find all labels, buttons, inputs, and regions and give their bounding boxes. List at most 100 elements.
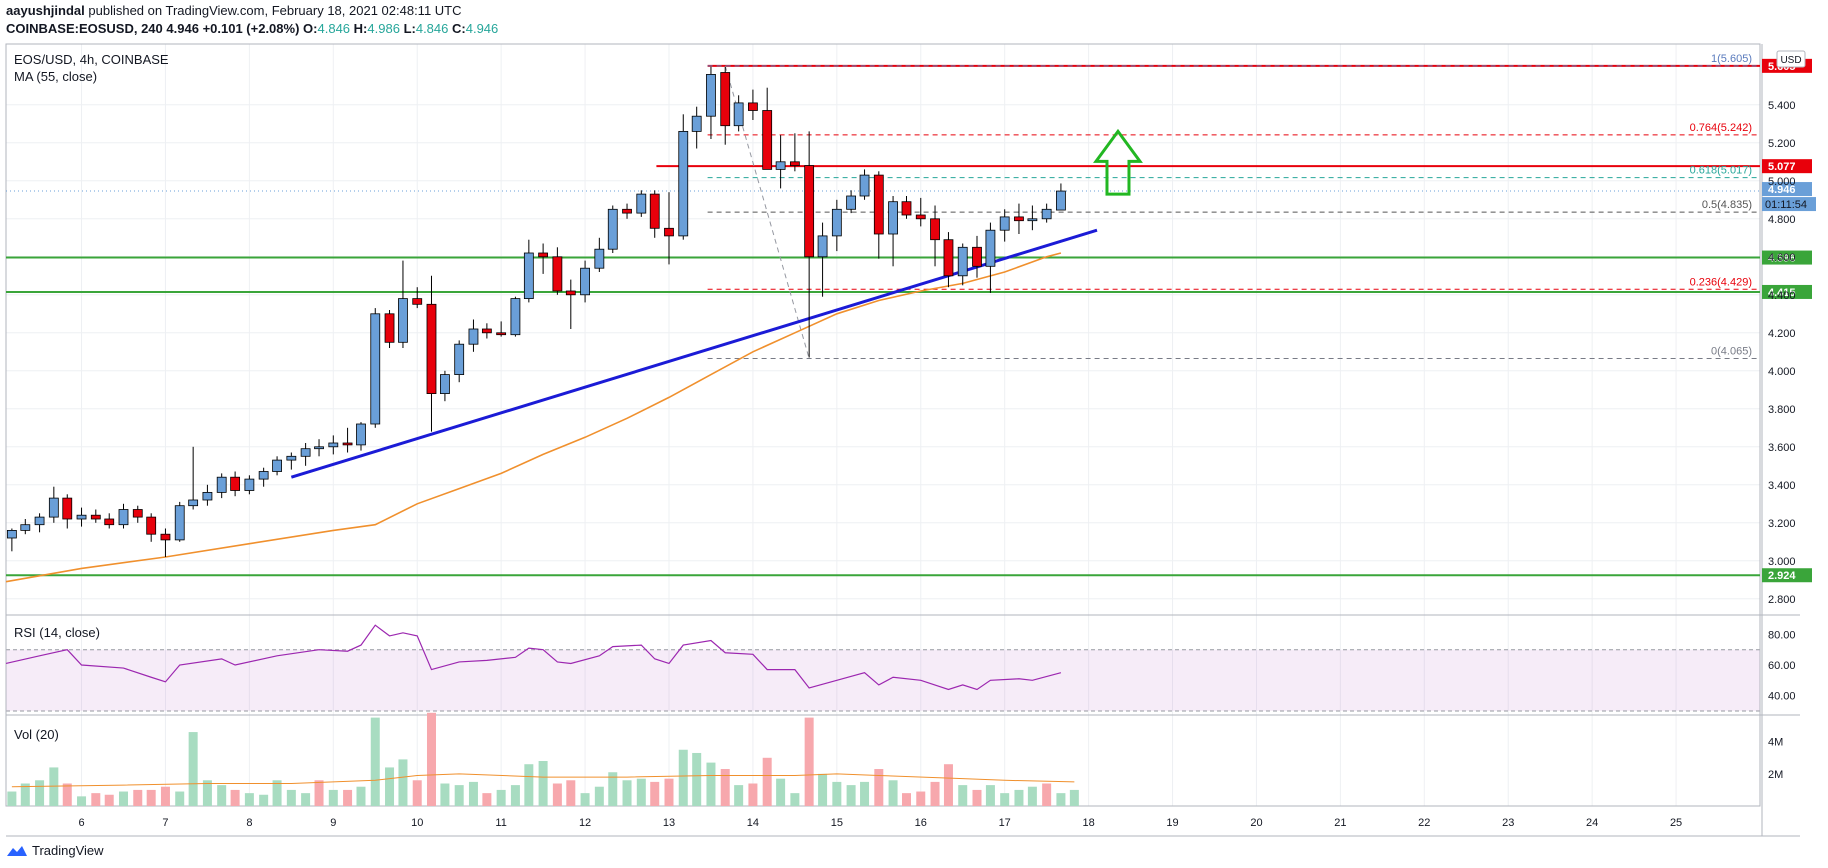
volume-bar-34[interactable]: [482, 793, 492, 806]
volume-bar-72[interactable]: [1014, 789, 1024, 806]
volume-bar-25[interactable]: [356, 786, 366, 806]
volume-bar-37[interactable]: [524, 764, 534, 806]
rsi-pane[interactable]: [5, 624, 1062, 691]
candle-62[interactable]: [873, 171, 884, 259]
volume-bar-23[interactable]: [328, 789, 338, 806]
volume-bar-17[interactable]: [244, 793, 254, 806]
volume-bar-9[interactable]: [133, 789, 143, 806]
trendline[interactable]: [290, 228, 1098, 479]
candle-66[interactable]: [930, 205, 940, 267]
volume-bar-35[interactable]: [496, 789, 506, 806]
volume-bar-21[interactable]: [301, 793, 311, 806]
candle-22[interactable]: [314, 439, 324, 457]
volume-bar-29[interactable]: [412, 780, 422, 806]
volume-bar-53[interactable]: [748, 783, 758, 807]
candle-25[interactable]: [356, 422, 366, 451]
volume-bar-57[interactable]: [804, 717, 814, 806]
candle-44[interactable]: [622, 203, 632, 219]
rsi-line[interactable]: [5, 624, 1062, 691]
volume-bar-70[interactable]: [985, 785, 995, 806]
volume-bar-76[interactable]: [1069, 789, 1079, 806]
candle-19[interactable]: [272, 456, 282, 476]
volume-bar-4[interactable]: [62, 783, 72, 807]
candle-30[interactable]: [426, 275, 437, 432]
candle-31[interactable]: [440, 370, 450, 402]
volume-bar-66[interactable]: [930, 781, 940, 806]
volume-bar-6[interactable]: [91, 793, 101, 806]
volume-bar-69[interactable]: [972, 789, 982, 806]
candle-67[interactable]: [943, 232, 954, 288]
up-arrow-shape[interactable]: [1093, 128, 1143, 196]
volume-bar-60[interactable]: [846, 785, 856, 806]
volume-bar-71[interactable]: [1000, 793, 1010, 806]
volume-bar-49[interactable]: [692, 752, 702, 806]
candle-74[interactable]: [1041, 203, 1052, 223]
candle-70[interactable]: [985, 222, 996, 293]
volume-bar-14[interactable]: [202, 780, 212, 806]
candle-8[interactable]: [118, 503, 129, 529]
candle-55[interactable]: [775, 135, 786, 189]
footer-brand[interactable]: TradingView: [6, 843, 104, 858]
volume-bar-59[interactable]: [832, 781, 842, 806]
candle-73[interactable]: [1027, 205, 1038, 231]
volume-bar-75[interactable]: [1056, 793, 1066, 806]
volume-bar-16[interactable]: [230, 789, 240, 806]
volume-bar-24[interactable]: [343, 789, 353, 806]
volume-bar-5[interactable]: [77, 796, 87, 806]
volume-bar-68[interactable]: [958, 785, 968, 806]
candle-5[interactable]: [76, 507, 87, 527]
candle-2[interactable]: [34, 513, 45, 533]
candle-68[interactable]: [957, 243, 968, 286]
candle-28[interactable]: [398, 260, 408, 348]
volume-bar-52[interactable]: [734, 785, 744, 806]
volume-bar-30[interactable]: [426, 712, 436, 806]
volume-bar-54[interactable]: [762, 757, 772, 806]
volume-bar-0[interactable]: [7, 791, 17, 806]
candle-41[interactable]: [580, 260, 590, 303]
candle-71[interactable]: [999, 209, 1010, 242]
candle-7[interactable]: [104, 513, 115, 529]
candle-3[interactable]: [48, 486, 59, 523]
volume-bar-26[interactable]: [370, 717, 380, 806]
volume-bar-11[interactable]: [160, 786, 170, 806]
volume-bar-48[interactable]: [678, 749, 688, 806]
candle-10[interactable]: [146, 513, 157, 542]
volume-bar-58[interactable]: [818, 773, 828, 806]
volume-bar-15[interactable]: [217, 785, 227, 806]
candle-52[interactable]: [733, 95, 744, 132]
candle-47[interactable]: [664, 192, 674, 265]
volume-bar-73[interactable]: [1027, 786, 1037, 806]
candle-58[interactable]: [817, 222, 828, 297]
volume-bar-63[interactable]: [888, 780, 898, 806]
candle-18[interactable]: [258, 467, 269, 487]
volume-bar-32[interactable]: [454, 785, 464, 806]
candle-40[interactable]: [565, 279, 576, 329]
currency-badge[interactable]: [1776, 50, 1806, 68]
volume-bar-56[interactable]: [790, 793, 800, 806]
volume-bar-20[interactable]: [286, 789, 296, 806]
volume-bar-51[interactable]: [720, 769, 730, 806]
candle-15[interactable]: [216, 473, 227, 499]
candle-54[interactable]: [762, 87, 773, 170]
annotation-arrow[interactable]: [1093, 128, 1143, 196]
volume-bar-8[interactable]: [118, 791, 128, 806]
candle-12[interactable]: [174, 501, 185, 542]
candle-65[interactable]: [915, 197, 926, 227]
candle-11[interactable]: [160, 528, 171, 558]
candle-14[interactable]: [202, 484, 213, 506]
candle-64[interactable]: [901, 196, 912, 219]
candle-29[interactable]: [412, 287, 423, 309]
candle-60[interactable]: [846, 190, 857, 214]
volume-bar-64[interactable]: [901, 793, 911, 806]
candle-69[interactable]: [972, 235, 982, 278]
candle-9[interactable]: [132, 505, 143, 523]
volume-bar-10[interactable]: [146, 789, 156, 806]
candle-72[interactable]: [1014, 203, 1024, 234]
candle-26[interactable]: [370, 308, 381, 428]
volume-bar-41[interactable]: [580, 793, 590, 806]
candle-43[interactable]: [607, 205, 618, 254]
candle-23[interactable]: [328, 435, 339, 455]
candle-63[interactable]: [888, 196, 898, 267]
candle-32[interactable]: [454, 340, 465, 383]
